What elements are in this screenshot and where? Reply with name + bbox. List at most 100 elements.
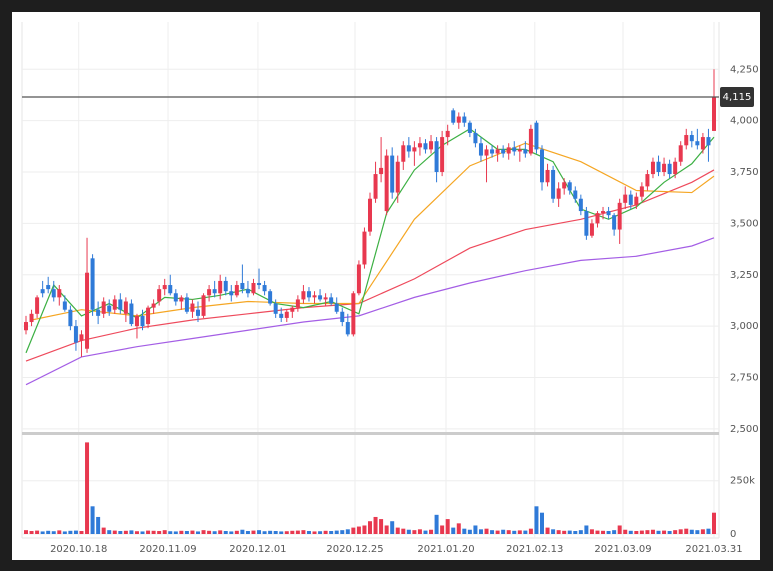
volume-bar <box>207 530 212 534</box>
volume-bar <box>484 528 489 534</box>
volume-bar <box>678 529 683 534</box>
candle-body <box>173 293 178 302</box>
candle-body <box>129 303 134 325</box>
candle-body <box>595 213 600 224</box>
volume-bar <box>589 529 594 534</box>
volume-bar <box>151 530 156 534</box>
volume-bar <box>107 530 112 534</box>
volume-bar <box>540 512 544 534</box>
volume-bar <box>218 530 223 534</box>
moving-average-line <box>25 169 715 362</box>
candle-body <box>157 289 162 302</box>
volume-bar <box>290 530 295 534</box>
candle-body <box>706 137 711 146</box>
volume-bar <box>434 514 439 534</box>
candle-body <box>184 297 189 312</box>
candle-body <box>262 285 267 292</box>
x-tick-label: 2020.12.25 <box>326 544 383 555</box>
candle-body <box>107 305 112 312</box>
y-tick-label: 3,000 <box>730 321 759 332</box>
candle-body <box>589 223 594 236</box>
candle-body <box>284 311 289 318</box>
candle-body <box>340 311 345 323</box>
candle-body <box>379 167 384 175</box>
volume-bar <box>451 527 456 534</box>
volume-bar <box>312 531 317 534</box>
volume-bar <box>545 527 550 534</box>
volume-bar <box>351 527 356 534</box>
candle-body <box>57 289 62 298</box>
candle-body <box>201 295 206 316</box>
volume-bar <box>534 506 539 534</box>
volume-bar <box>146 530 151 534</box>
volume-bar <box>495 530 500 534</box>
volume-bar <box>340 530 345 534</box>
grid <box>22 22 719 538</box>
volume-bar <box>85 442 90 534</box>
candle-body <box>617 202 622 230</box>
y-tick-label: 250k <box>730 476 755 487</box>
volume-bar <box>501 529 506 534</box>
volume-bar <box>601 530 606 534</box>
panel-separator <box>22 432 719 435</box>
volume-bar <box>279 531 284 534</box>
candle-body <box>212 289 217 294</box>
volume-bar <box>318 531 323 534</box>
x-tick-label: 2021.03.31 <box>685 544 742 555</box>
candle-body <box>229 291 234 296</box>
candle-body <box>179 297 184 302</box>
candle-body <box>351 293 356 335</box>
candle-body <box>257 282 262 286</box>
candle-body <box>662 163 667 173</box>
candle-body <box>528 128 533 154</box>
candle-body <box>429 141 434 150</box>
volume-bar <box>68 530 73 534</box>
volume-bar <box>29 531 34 534</box>
candle-body <box>146 307 151 325</box>
candle-body <box>684 135 689 146</box>
volume-bar <box>384 525 389 534</box>
candle-body <box>73 326 78 343</box>
candle-body <box>606 211 611 216</box>
volume-bar <box>684 528 689 534</box>
volume-bar <box>24 530 28 534</box>
candle-body <box>501 149 506 154</box>
volume-bar <box>523 530 528 534</box>
volume-bar <box>168 531 173 534</box>
y-tick-label: 2,750 <box>730 373 759 384</box>
candle-body <box>673 161 678 175</box>
candle-body <box>140 315 145 327</box>
candle-body <box>484 149 489 156</box>
volume-bar <box>401 528 406 534</box>
volume-bar <box>689 529 694 534</box>
candle-body <box>251 282 256 294</box>
moving-average-line <box>25 237 715 386</box>
candle-body <box>667 163 672 175</box>
volume-bar <box>440 525 445 534</box>
candle-body <box>196 309 200 316</box>
candle-body <box>96 309 101 316</box>
volume-bar <box>368 521 372 534</box>
candle-body <box>551 169 556 199</box>
candle-body <box>362 231 367 265</box>
volume-bar <box>323 530 328 534</box>
volume-bar <box>456 523 461 534</box>
candle-body <box>112 299 117 310</box>
volume-bar <box>223 531 228 534</box>
candle-body <box>689 135 694 142</box>
y-tick-label: 3,750 <box>730 167 759 178</box>
candle-body <box>462 116 467 123</box>
y-tick-label: 3,500 <box>730 218 759 229</box>
volume-bar <box>134 531 139 534</box>
candle-body <box>123 301 128 314</box>
volume-bar <box>51 531 56 534</box>
chart-background <box>12 12 760 560</box>
volume-bar <box>96 516 101 534</box>
volume-bar <box>578 530 583 534</box>
volume-bar <box>512 530 517 534</box>
volume-bar <box>90 506 95 534</box>
moving-average-line <box>25 128 715 354</box>
candle-body <box>584 211 589 236</box>
volume-bar <box>240 529 245 534</box>
